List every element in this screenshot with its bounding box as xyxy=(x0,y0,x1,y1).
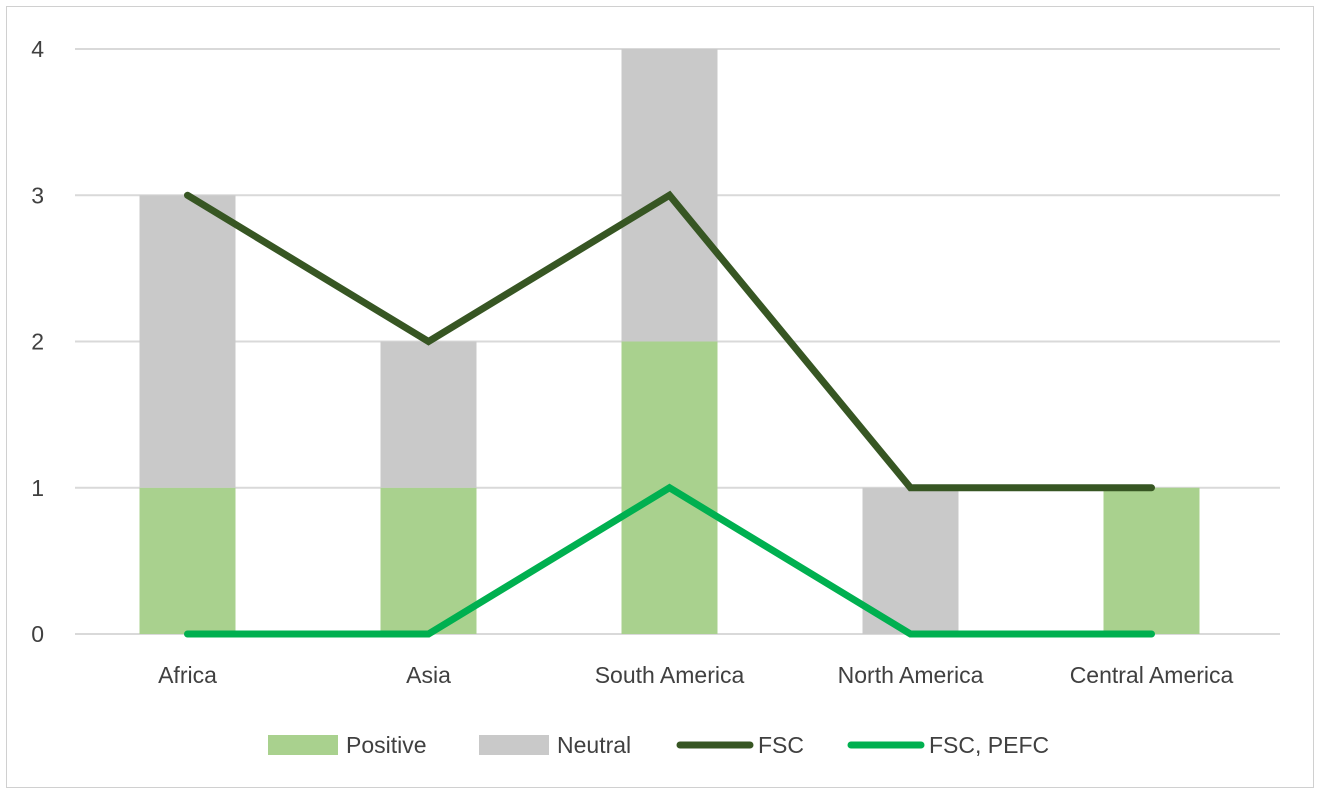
x-tick-label: Asia xyxy=(406,662,451,688)
legend-label-fsc: FSC xyxy=(758,732,804,758)
y-axis-ticks: 0 1 2 3 4 xyxy=(31,36,44,647)
x-tick-label: Central America xyxy=(1070,662,1234,688)
bar-neutral-asia xyxy=(380,341,477,488)
y-tick-label: 3 xyxy=(31,182,44,208)
legend-label-fsc-pefc: FSC, PEFC xyxy=(929,732,1049,758)
x-tick-label: South America xyxy=(595,662,745,688)
line-fsc-pefc xyxy=(184,483,1155,638)
x-tick-label: North America xyxy=(838,662,984,688)
y-tick-label: 0 xyxy=(31,621,44,647)
bar-positive-asia xyxy=(380,487,477,634)
legend: Positive Neutral FSC FSC, PEFC xyxy=(268,732,1049,758)
line-fsc xyxy=(184,190,1155,492)
legend-swatch-positive xyxy=(268,735,338,755)
legend-label-positive: Positive xyxy=(346,732,427,758)
legend-label-neutral: Neutral xyxy=(557,732,631,758)
y-tick-label: 4 xyxy=(31,36,44,62)
x-tick-label: Africa xyxy=(158,662,217,688)
series-lines xyxy=(184,190,1155,638)
bar-neutral-north-america xyxy=(862,487,959,634)
bar-neutral-africa xyxy=(139,195,236,488)
y-tick-label: 2 xyxy=(31,329,44,355)
legend-swatch-neutral xyxy=(479,735,549,755)
y-tick-label: 1 xyxy=(31,475,44,501)
x-axis-ticks: Africa Asia South America North America Cent… xyxy=(158,662,1233,688)
bar-positive-central-america xyxy=(1103,487,1200,634)
bar-positive-africa xyxy=(139,487,236,634)
